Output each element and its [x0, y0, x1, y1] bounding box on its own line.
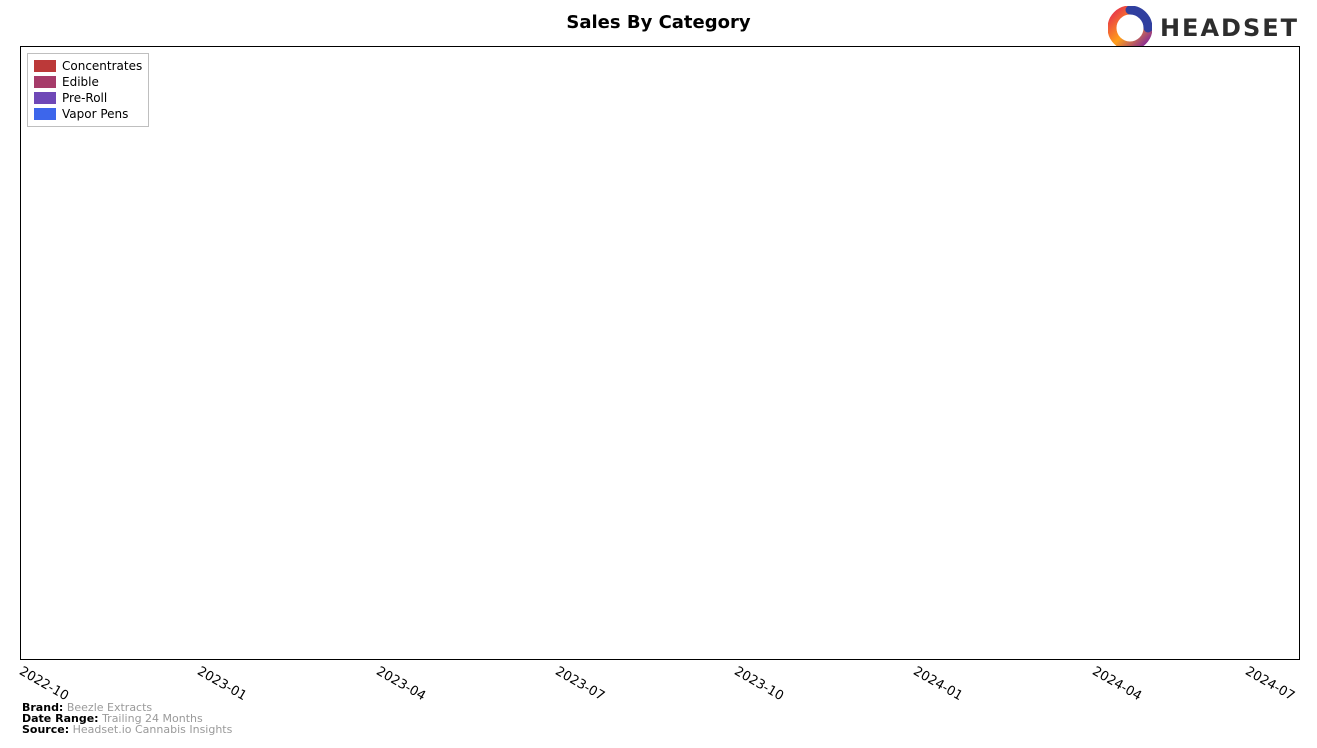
meta-source-value: Headset.io Cannabis Insights: [73, 723, 233, 736]
meta-source: Source: Headset.io Cannabis Insights: [22, 724, 232, 735]
x-tick-label: 2024-01: [911, 664, 966, 704]
legend-label: Vapor Pens: [62, 106, 128, 122]
x-tick-label: 2024-04: [1090, 664, 1145, 704]
legend-swatch: [34, 108, 56, 120]
legend-swatch: [34, 92, 56, 104]
x-tick-label: 2023-04: [374, 664, 429, 704]
legend-swatch: [34, 60, 56, 72]
logo-text: HEADSET: [1160, 14, 1299, 42]
stacked-area-chart: [21, 47, 1299, 659]
legend-label: Pre-Roll: [62, 90, 107, 106]
legend-label: Edible: [62, 74, 99, 90]
legend: ConcentratesEdiblePre-RollVapor Pens: [27, 53, 149, 127]
meta-source-label: Source:: [22, 723, 69, 736]
legend-item: Edible: [34, 74, 142, 90]
x-tick-label: 2023-10: [732, 664, 787, 704]
x-tick-label: 2023-01: [195, 664, 250, 704]
legend-swatch: [34, 76, 56, 88]
chart-plot-area: ConcentratesEdiblePre-RollVapor Pens: [20, 46, 1300, 660]
x-tick-label: 2022-10: [16, 664, 71, 704]
legend-item: Concentrates: [34, 58, 142, 74]
legend-item: Pre-Roll: [34, 90, 142, 106]
x-tick-label: 2024-07: [1243, 664, 1298, 704]
logo-icon: [1108, 6, 1152, 50]
legend-item: Vapor Pens: [34, 106, 142, 122]
x-tick-label: 2023-07: [553, 664, 608, 704]
legend-label: Concentrates: [62, 58, 142, 74]
brand-logo: HEADSET: [1108, 6, 1299, 50]
